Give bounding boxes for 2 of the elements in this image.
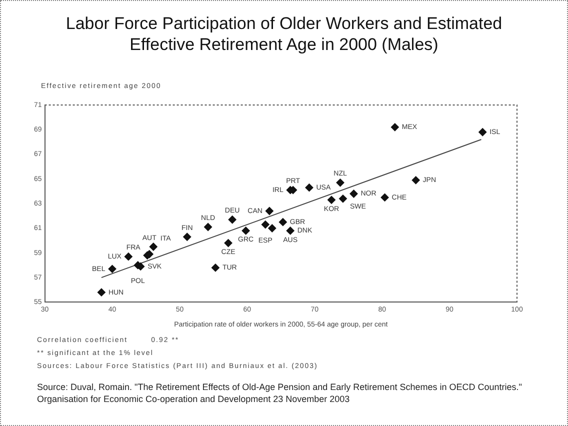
source-note: Source: Duval, Romain. "The Retirement Effects of Old-Age Pension and Early Retirement Schemes in OECD Countries." Organisation for Economic Co-operation and Development 23 November 2003 xyxy=(37,381,523,405)
chart-title: Labor Force Participation of Older Workers and Estimated Effective Retirement Age in 2000 (Males) xyxy=(64,13,504,55)
